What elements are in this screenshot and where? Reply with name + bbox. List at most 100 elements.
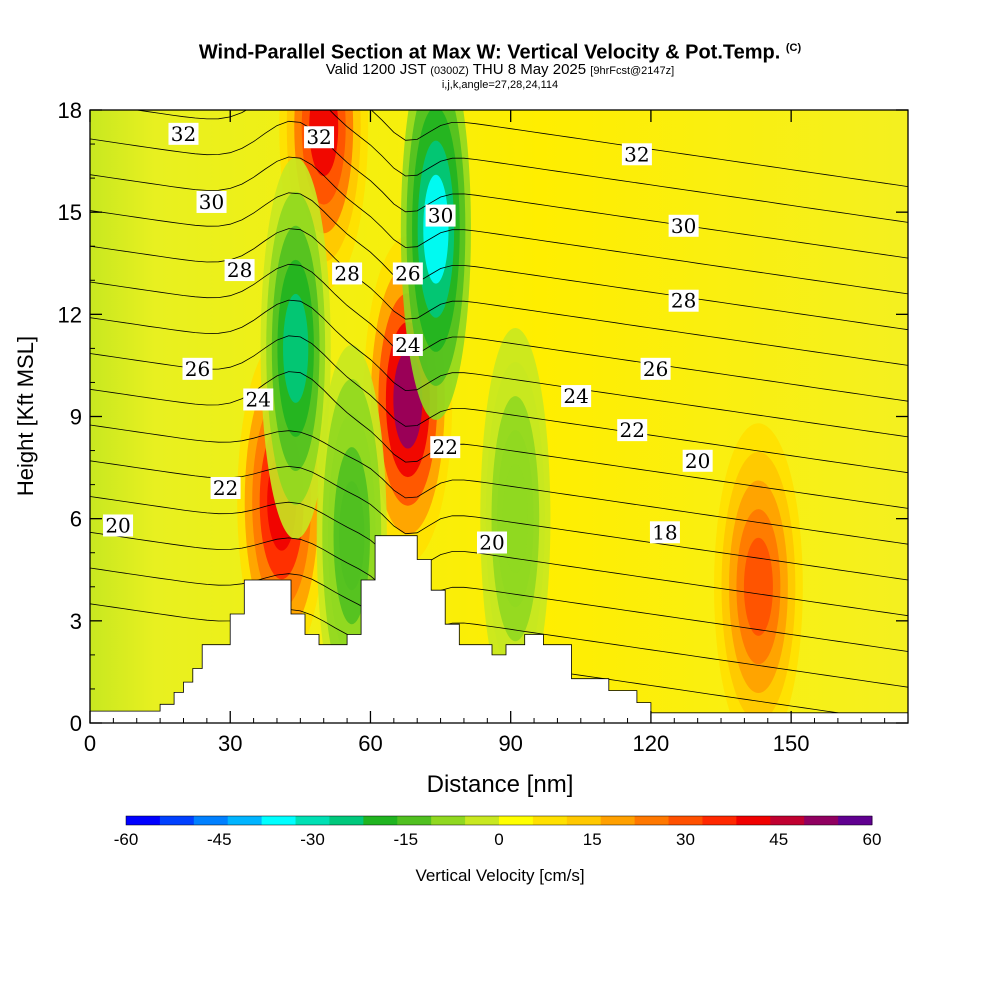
contour-label-text: 20 (479, 531, 504, 555)
contour-label-box (476, 531, 507, 554)
contour-label: 30 (425, 204, 456, 228)
chart-title: Wind-Parallel Section at Max W: Vertical… (0, 36, 1000, 65)
contour-label: 28 (224, 258, 255, 282)
contour-label-text: 30 (428, 204, 453, 228)
velocity-cell-5-band-4 (423, 174, 449, 284)
colorbar-swatch (566, 816, 602, 825)
chart-title-text: Wind-Parallel Section at Max W: Vertical… (198, 41, 781, 64)
colorbar-swatch (838, 816, 873, 825)
x-tick-label: 120 (633, 731, 670, 756)
contour-label-box (682, 449, 713, 472)
theta-contours (90, 110, 908, 717)
velocity-cell-6-band-4 (339, 481, 365, 591)
contour-label: 24 (561, 384, 592, 408)
colorbar-swatch (804, 816, 839, 825)
colorbar-swatch (634, 816, 670, 825)
contour-label: 24 (243, 387, 274, 411)
contour-label: 22 (210, 476, 241, 500)
colorbar-label: Vertical Velocity [cm/s] (415, 866, 584, 885)
contour-label-text: 18 (652, 520, 677, 544)
contour-label: 20 (476, 531, 507, 555)
colorbar-swatch (465, 816, 500, 825)
colorbar-tick-label: 45 (769, 830, 788, 849)
theta-contour-26 (90, 299, 908, 438)
contour-label-box (392, 262, 423, 285)
contour-label-text: 22 (619, 418, 644, 442)
contour-label-text: 32 (306, 125, 331, 149)
colorbar-swatch (770, 816, 805, 825)
contour-label-box (392, 333, 423, 356)
colorbar-tick-label: -60 (114, 830, 139, 849)
contour-label-box (430, 436, 461, 459)
colorbar-tick-label: 30 (676, 830, 695, 849)
y-tick-label: 6 (70, 507, 82, 532)
contour-label-box (182, 357, 213, 380)
contour-label-box (243, 388, 274, 411)
valid-date: THU 8 May 2025 (472, 60, 587, 78)
colorbar-swatch (159, 816, 195, 825)
forecast-info: [9hrFcst@2147z] (590, 64, 675, 77)
contour-label-box (210, 477, 241, 500)
contour-label-text: 24 (395, 333, 420, 357)
colorbar-tick-label: -15 (393, 830, 418, 849)
y-tick-label: 0 (70, 711, 82, 736)
contour-label-box (561, 385, 592, 408)
contour-label-box (617, 419, 648, 442)
contour-label-box (103, 514, 134, 537)
y-tick-label: 9 (70, 405, 82, 430)
contour-label: 22 (617, 418, 648, 442)
contour-labels: 32 30 28 26 24 22 20 32 30 28 26 24 22 20 32 30 28 26 24 22… (103, 122, 713, 555)
contour-label-text: 32 (171, 122, 196, 146)
colorbar-tick-label: -30 (300, 830, 325, 849)
contour-label: 24 (392, 333, 423, 357)
contour-label-box (649, 521, 680, 544)
colorbar-tick-label: 60 (863, 830, 882, 849)
contour-label: 26 (392, 261, 423, 285)
colorbar-swatch (227, 816, 263, 825)
grid-indices: i,j,k,angle=27,28,24,114 (441, 78, 559, 91)
colorbar-swatch (397, 816, 432, 825)
contour-label-text: 20 (685, 449, 710, 473)
contour-label-box (332, 262, 363, 285)
colorbar-swatch (363, 816, 398, 825)
contour-label-text: 26 (395, 261, 420, 285)
colorbar-swatch (193, 816, 229, 825)
y-axis-label: Height [Kft MSL] (13, 336, 38, 496)
x-tick-label: 150 (773, 731, 810, 756)
contour-label-text: 32 (624, 142, 649, 166)
valid-utc: (0300Z) (430, 64, 469, 77)
contour-label: 30 (668, 214, 699, 238)
contour-label-box (224, 259, 255, 282)
velocity-cell-4-band-4 (283, 293, 309, 403)
contour-label-text: 24 (246, 387, 271, 411)
contour-label: 28 (332, 261, 363, 285)
contour-label-text: 24 (563, 384, 588, 408)
colorbar-swatch (668, 816, 703, 825)
contour-label-text: 20 (105, 513, 130, 537)
contour-label: 32 (304, 125, 335, 149)
chart-subtitle: Valid 1200 JST (0300Z) THU 8 May 2025 [9… (0, 62, 1000, 79)
contour-label-text: 22 (433, 435, 458, 459)
y-tick-label: 15 (58, 200, 82, 225)
contour-label: 26 (640, 357, 671, 381)
theta-contour-31 (90, 120, 908, 259)
velocity-field (237, 110, 803, 723)
colorbar-frame (125, 815, 873, 826)
colorbar-swatch (126, 816, 161, 825)
y-tick-label: 3 (70, 609, 82, 634)
contour-label-box (640, 357, 671, 380)
colorbar-swatch (329, 816, 364, 825)
contour-label: 20 (682, 449, 713, 473)
contour-label: 22 (430, 435, 461, 459)
x-axis-label: Distance [nm] (427, 771, 574, 798)
contour-label: 30 (196, 190, 227, 214)
valid-time: Valid 1200 JST (325, 60, 427, 78)
colorbar-swatch (532, 816, 568, 825)
theta-contour-32 (133, 110, 908, 223)
y-tick-label: 18 (58, 98, 82, 123)
y-tick-label: 12 (58, 302, 82, 327)
colorbar-tick-label: 15 (583, 830, 602, 849)
contour-label-text: 28 (671, 289, 696, 313)
x-tick-label: 60 (358, 731, 382, 756)
